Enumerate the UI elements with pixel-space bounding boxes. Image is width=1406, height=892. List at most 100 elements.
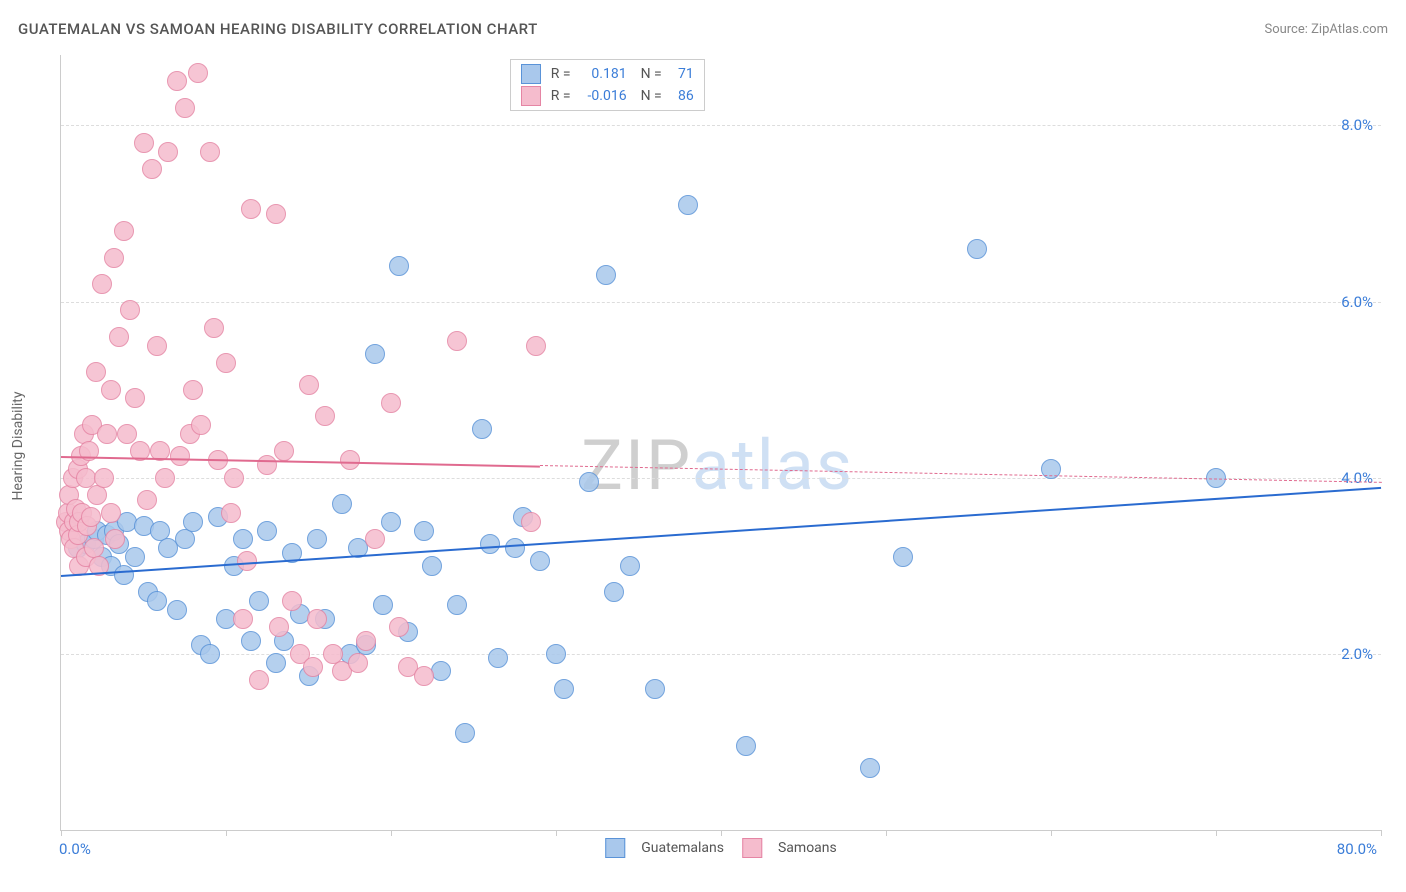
yaxis-title: Hearing Disability xyxy=(10,392,26,501)
scatter-point-guatemalans xyxy=(147,591,167,611)
scatter-point-guatemalans xyxy=(266,653,286,673)
trend-line-dashed xyxy=(539,465,1381,483)
ytick-label: 6.0% xyxy=(1341,293,1373,311)
stat-r-value: -0.016 xyxy=(575,85,627,107)
scatter-point-samoans xyxy=(348,653,368,673)
scatter-point-samoans xyxy=(170,446,190,466)
scatter-point-guatemalans xyxy=(200,644,220,664)
scatter-point-samoans xyxy=(76,468,96,488)
scatter-point-samoans xyxy=(158,142,178,162)
scatter-point-samoans xyxy=(221,503,241,523)
legend-swatch-samoans xyxy=(742,838,762,858)
scatter-point-guatemalans xyxy=(736,736,756,756)
stat-r-value: 0.181 xyxy=(575,63,627,85)
scatter-point-samoans xyxy=(101,503,121,523)
scatter-point-samoans xyxy=(365,529,385,549)
swatch-guatemalans xyxy=(521,64,541,84)
scatter-point-guatemalans xyxy=(579,472,599,492)
scatter-point-samoans xyxy=(155,468,175,488)
xtick-label-min: 0.0% xyxy=(59,840,91,858)
scatter-point-guatemalans xyxy=(546,644,566,664)
scatter-point-samoans xyxy=(109,327,129,347)
scatter-point-guatemalans xyxy=(455,723,475,743)
scatter-point-guatemalans xyxy=(554,679,574,699)
xtick-mark xyxy=(721,830,722,836)
plot-area: ZIPatlas 2.0%4.0%6.0%8.0%0.0%80.0%R =0.1… xyxy=(60,55,1381,831)
scatter-point-samoans xyxy=(94,468,114,488)
scatter-point-guatemalans xyxy=(389,256,409,276)
scatter-point-guatemalans xyxy=(414,521,434,541)
scatter-point-samoans xyxy=(307,609,327,629)
ytick-label: 4.0% xyxy=(1341,469,1373,487)
scatter-point-samoans xyxy=(241,199,261,219)
scatter-point-samoans xyxy=(175,98,195,118)
scatter-point-samoans xyxy=(356,631,376,651)
scatter-point-guatemalans xyxy=(596,265,616,285)
stat-n-value: 86 xyxy=(666,85,694,107)
stat-r-label: R = xyxy=(551,85,571,107)
scatter-point-samoans xyxy=(303,657,323,677)
legend-label: Samoans xyxy=(778,840,837,856)
scatter-point-samoans xyxy=(120,300,140,320)
trend-line xyxy=(61,456,540,468)
source-label: Source: ZipAtlas.com xyxy=(1264,22,1388,37)
scatter-point-guatemalans xyxy=(249,591,269,611)
xtick-mark xyxy=(886,830,887,836)
scatter-point-samoans xyxy=(191,415,211,435)
gridline xyxy=(61,654,1381,655)
xtick-mark xyxy=(1051,830,1052,836)
scatter-point-guatemalans xyxy=(241,631,261,651)
stats-row-guatemalans: R =0.181N =71 xyxy=(511,63,704,85)
scatter-point-samoans xyxy=(414,666,434,686)
gridline xyxy=(61,302,1381,303)
scatter-point-samoans xyxy=(340,450,360,470)
scatter-point-samoans xyxy=(117,424,137,444)
scatter-point-samoans xyxy=(257,455,277,475)
scatter-point-guatemalans xyxy=(480,534,500,554)
scatter-point-guatemalans xyxy=(645,679,665,699)
scatter-point-samoans xyxy=(104,248,124,268)
scatter-point-samoans xyxy=(81,507,101,527)
scatter-point-guatemalans xyxy=(332,494,352,514)
scatter-point-guatemalans xyxy=(167,600,187,620)
xtick-mark xyxy=(1216,830,1217,836)
scatter-point-samoans xyxy=(216,353,236,373)
scatter-point-samoans xyxy=(521,512,541,532)
title-bar: GUATEMALAN VS SAMOAN HEARING DISABILITY … xyxy=(18,20,1388,38)
scatter-point-samoans xyxy=(274,441,294,461)
scatter-point-guatemalans xyxy=(175,529,195,549)
scatter-point-samoans xyxy=(204,318,224,338)
stat-n-label: N = xyxy=(641,63,662,85)
scatter-point-samoans xyxy=(167,71,187,91)
scatter-point-guatemalans xyxy=(183,512,203,532)
xtick-mark xyxy=(1381,830,1382,836)
legend-label: Guatemalans xyxy=(641,840,724,856)
ytick-label: 2.0% xyxy=(1341,645,1373,663)
scatter-point-samoans xyxy=(142,159,162,179)
scatter-point-samoans xyxy=(125,388,145,408)
scatter-point-samoans xyxy=(282,591,302,611)
legend: Guatemalans Samoans xyxy=(605,838,837,858)
scatter-point-samoans xyxy=(389,617,409,637)
scatter-point-samoans xyxy=(137,490,157,510)
stat-n-label: N = xyxy=(641,85,662,107)
scatter-point-samoans xyxy=(188,63,208,83)
scatter-point-guatemalans xyxy=(604,582,624,602)
scatter-point-guatemalans xyxy=(505,538,525,558)
scatter-point-samoans xyxy=(87,485,107,505)
scatter-point-guatemalans xyxy=(620,556,640,576)
stat-n-value: 71 xyxy=(666,63,694,85)
xtick-mark xyxy=(226,830,227,836)
scatter-point-samoans xyxy=(97,424,117,444)
scatter-point-samoans xyxy=(147,336,167,356)
scatter-point-guatemalans xyxy=(530,551,550,571)
stats-box: R =0.181N =71R =-0.016N =86 xyxy=(510,59,705,111)
scatter-point-guatemalans xyxy=(257,521,277,541)
scatter-point-guatemalans xyxy=(114,565,134,585)
scatter-point-samoans xyxy=(233,609,253,629)
scatter-point-guatemalans xyxy=(422,556,442,576)
watermark-atlas: atlas xyxy=(692,425,854,507)
scatter-point-guatemalans xyxy=(381,512,401,532)
scatter-point-samoans xyxy=(299,375,319,395)
ytick-label: 8.0% xyxy=(1341,116,1373,134)
